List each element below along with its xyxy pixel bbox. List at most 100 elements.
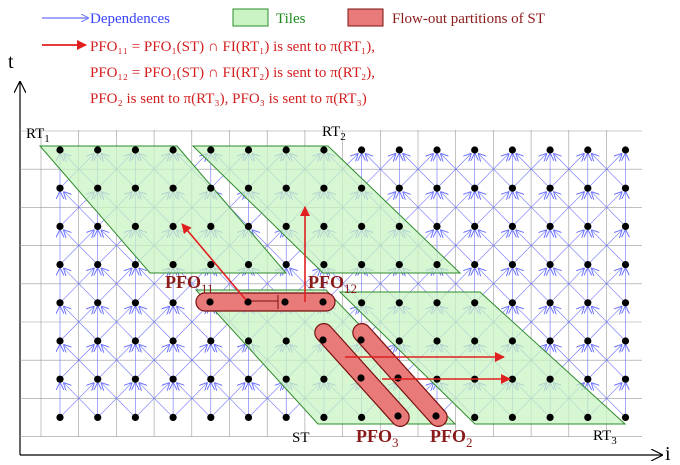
partition-point bbox=[394, 412, 402, 420]
dependence-arrow-diagonal bbox=[102, 345, 136, 380]
label-rt1: RT1 bbox=[26, 126, 50, 145]
dependence-arrow-diagonal bbox=[549, 269, 584, 304]
dependence-arrow-diagonal bbox=[64, 230, 98, 265]
dependence-arrow-diagonal bbox=[592, 230, 626, 265]
label-pfo11: PFO11 bbox=[165, 272, 214, 296]
dependence-arrow-diagonal bbox=[554, 192, 589, 227]
iteration-point bbox=[546, 261, 554, 269]
iteration-point bbox=[94, 375, 102, 383]
label-st: ST bbox=[292, 430, 310, 446]
dependence-arrow-diagonal bbox=[592, 345, 626, 380]
dependence-arrow-diagonal bbox=[516, 192, 551, 227]
iteration-point bbox=[471, 299, 479, 307]
dependence-arrow-diagonal bbox=[64, 192, 98, 227]
dependence-arrow-diagonal bbox=[403, 192, 438, 227]
partition-pfo2 bbox=[352, 323, 448, 427]
iteration-point bbox=[358, 261, 366, 269]
dependence-arrow-diagonal bbox=[554, 345, 589, 380]
iteration-point bbox=[358, 222, 366, 230]
iteration-point bbox=[584, 337, 592, 345]
iteration-point bbox=[244, 337, 253, 345]
legend-tile-swatch bbox=[232, 8, 269, 27]
iteration-point bbox=[169, 184, 177, 192]
iteration-point bbox=[94, 184, 102, 192]
label-pfo12: PFO12 bbox=[308, 272, 357, 296]
iteration-point bbox=[471, 337, 479, 345]
iteration-point bbox=[358, 299, 366, 307]
dependence-arrow-diagonal bbox=[97, 307, 132, 342]
dependence-arrow-diagonal bbox=[474, 230, 509, 265]
dependence-arrow-diagonal bbox=[253, 383, 287, 418]
iteration-point bbox=[169, 413, 177, 421]
iteration-point bbox=[94, 337, 102, 345]
iteration-point bbox=[207, 146, 215, 154]
iteration-point bbox=[282, 222, 290, 230]
dependence-arrow-diagonal bbox=[587, 230, 622, 265]
partition-point bbox=[319, 298, 327, 306]
partition-points bbox=[206, 298, 440, 420]
iteration-point bbox=[282, 375, 290, 383]
iteration-point bbox=[358, 184, 366, 192]
iteration-point bbox=[207, 222, 215, 230]
tile-st bbox=[194, 289, 457, 425]
iteration-point bbox=[508, 184, 516, 192]
iteration-point bbox=[244, 375, 253, 383]
iteration-point bbox=[508, 146, 516, 154]
dependence-arrow-diagonal bbox=[516, 154, 551, 189]
partition-point bbox=[357, 374, 365, 382]
iteration-point bbox=[282, 337, 290, 345]
dependence-arrow-diagonal bbox=[587, 192, 622, 227]
dependence-arrow-diagonal bbox=[474, 192, 509, 227]
iteration-point bbox=[207, 375, 215, 383]
iteration-point bbox=[169, 146, 177, 154]
dependence-arrow-diagonal bbox=[549, 154, 584, 189]
dependence-arrow-diagonal bbox=[512, 154, 546, 189]
partition-point bbox=[281, 298, 289, 306]
iteration-point bbox=[433, 146, 441, 154]
label-rt2: RT2 bbox=[322, 124, 346, 143]
partition-point bbox=[394, 374, 402, 382]
dependence-arrow-diagonal bbox=[97, 345, 132, 380]
dependence-arrow-diagonal bbox=[215, 383, 249, 418]
send-arrow-pfo11 bbox=[181, 223, 247, 301]
dependence-arrow-diagonal bbox=[399, 154, 433, 189]
iteration-point bbox=[546, 375, 554, 383]
dependence-arrow-diagonal bbox=[139, 383, 174, 418]
label-pfo3: PFO3 bbox=[356, 426, 399, 450]
dependence-arrow-diagonal bbox=[592, 383, 626, 418]
iteration-point bbox=[320, 413, 328, 421]
dependence-arrow-diagonal bbox=[436, 192, 471, 227]
note-line-1: PFO₁₁ = PFO₁(ST) ∩ FI(RT₁) is sent to π(… bbox=[90, 39, 375, 55]
iteration-point bbox=[621, 375, 630, 383]
iteration-point bbox=[621, 222, 630, 230]
iteration-point bbox=[282, 413, 290, 421]
tile-rt2 bbox=[191, 145, 462, 274]
dependence-arrow-diagonal bbox=[587, 345, 622, 380]
iteration-point bbox=[546, 299, 554, 307]
iteration-point bbox=[508, 261, 516, 269]
label-pfo2: PFO2 bbox=[430, 426, 473, 450]
iteration-points bbox=[56, 146, 630, 421]
dependence-arrow-diagonal bbox=[64, 383, 98, 418]
iteration-point bbox=[56, 184, 64, 192]
iteration-point bbox=[282, 261, 290, 269]
partition-labels: PFO11 PFO12 PFO3 PFO2 bbox=[165, 272, 473, 450]
dependence-arrow-diagonal bbox=[361, 154, 396, 189]
dependence-arrow-diagonal bbox=[479, 154, 513, 189]
dependence-arrow-diagonal bbox=[554, 230, 589, 265]
dependence-arrow-diagonal bbox=[64, 307, 98, 342]
dependence-arrow-diagonal bbox=[554, 154, 589, 189]
iteration-point bbox=[508, 222, 516, 230]
dependence-arrow-diagonal bbox=[474, 154, 509, 189]
iteration-point bbox=[94, 146, 102, 154]
iteration-point bbox=[395, 261, 403, 269]
iteration-point bbox=[56, 299, 64, 307]
iteration-point bbox=[244, 222, 253, 230]
iteration-point bbox=[282, 184, 290, 192]
iteration-point bbox=[471, 222, 479, 230]
iteration-point bbox=[207, 337, 215, 345]
iteration-point bbox=[56, 146, 64, 154]
iteration-point bbox=[621, 337, 630, 345]
iteration-point bbox=[358, 146, 366, 154]
